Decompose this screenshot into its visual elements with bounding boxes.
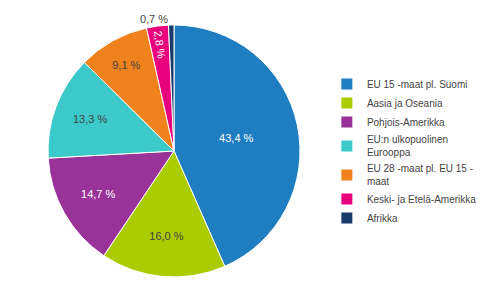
svg-text:Aasia ja Oseania: Aasia ja Oseania <box>367 98 443 109</box>
svg-text:EU 28 -maat pl. EU 15 -maat: EU 28 -maat pl. EU 15 -maat <box>367 163 473 187</box>
svg-text:9,1 %: 9,1 % <box>112 59 140 71</box>
svg-text:Afrikka: Afrikka <box>367 213 398 224</box>
svg-text:EU:n ulkopuolinenEurooppa: EU:n ulkopuolinenEurooppa <box>367 134 448 158</box>
svg-text:EU 15 -maat pl. Suomi: EU 15 -maat pl. Suomi <box>367 79 468 90</box>
svg-text:43,4 %: 43,4 % <box>219 132 253 144</box>
svg-text:16,0 %: 16,0 % <box>149 230 183 242</box>
svg-text:0,7 %: 0,7 % <box>140 13 168 25</box>
svg-text:13,3 %: 13,3 % <box>73 113 107 125</box>
svg-text:Pohjois-Amerikka: Pohjois-Amerikka <box>367 117 445 128</box>
svg-text:14,7 %: 14,7 % <box>81 188 115 200</box>
svg-text:2,8 %: 2,8 % <box>152 30 168 60</box>
svg-text:Keski- ja Etelä-Amerikka: Keski- ja Etelä-Amerikka <box>367 194 476 205</box>
